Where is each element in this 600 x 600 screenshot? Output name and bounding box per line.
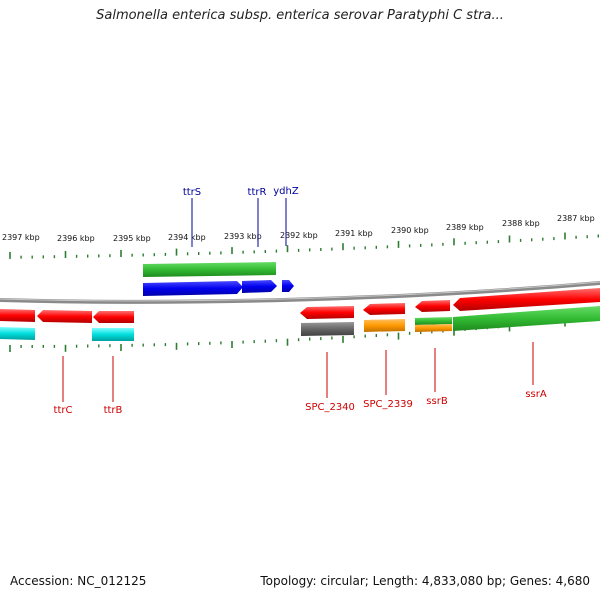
- genome-backbone: [0, 281, 600, 304]
- ruler-label: 2394 kbp: [168, 233, 206, 242]
- gene-feature-orange[interactable]: [364, 319, 405, 332]
- gene-arrow-ttrC[interactable]: [37, 310, 92, 323]
- gene-arrow-ttrB[interactable]: [93, 311, 134, 323]
- bottom-label-leaders: [62, 342, 534, 402]
- gene-label-ttrB[interactable]: ttrB: [104, 405, 123, 416]
- gene-arrow-ttrR[interactable]: [242, 280, 277, 293]
- gene-feature-cyan[interactable]: [92, 328, 134, 341]
- ruler-ticks-top: [9, 232, 599, 259]
- gene-feature-cyan[interactable]: [0, 327, 35, 340]
- ruler-label: 2387 kbp: [557, 214, 595, 223]
- gene-label-ydhZ[interactable]: ydhZ: [273, 186, 299, 197]
- gene-arrow-ssrA[interactable]: [453, 288, 600, 311]
- bottom-gene-labels: ttrC ttrB SPC_2340 SPC_2339 ssrB ssrA: [54, 389, 547, 416]
- gene-label-ssrA[interactable]: ssrA: [525, 389, 547, 400]
- gene-label-ttrS[interactable]: ttrS: [183, 187, 201, 198]
- gene-feature-orange[interactable]: [415, 324, 452, 332]
- ruler-labels: 2397 kbp 2396 kbp 2395 kbp 2394 kbp 2393…: [2, 214, 595, 243]
- ruler-label: 2393 kbp: [224, 232, 262, 241]
- gene-arrow-SPC_2339[interactable]: [363, 303, 405, 315]
- gene-feature-green[interactable]: [143, 262, 276, 277]
- gene-arrow-SPC_2340[interactable]: [300, 306, 354, 319]
- ruler-label: 2389 kbp: [446, 223, 484, 232]
- ruler-label: 2397 kbp: [2, 233, 40, 242]
- map-title: Salmonella enterica subsp. enterica sero…: [96, 8, 504, 23]
- ruler-label: 2392 kbp: [280, 231, 318, 240]
- ruler-label: 2396 kbp: [57, 234, 95, 243]
- accession-label: Accession: NC_012125: [10, 574, 147, 588]
- ruler-label: 2391 kbp: [335, 229, 373, 238]
- gene-feature-green[interactable]: [453, 306, 600, 331]
- gene-label-ssrB[interactable]: ssrB: [426, 396, 448, 407]
- gene-feature-green[interactable]: [415, 317, 452, 325]
- gene-arrow-ttrS[interactable]: [143, 281, 243, 296]
- gene-label-ttrR[interactable]: ttrR: [248, 187, 267, 198]
- gene-arrow-red[interactable]: [0, 309, 35, 322]
- gene-arrow-ydhZ[interactable]: [282, 280, 294, 292]
- top-gene-labels: ttrS ttrR ydhZ: [183, 186, 299, 198]
- top-label-leaders: [191, 198, 287, 247]
- gene-label-SPC_2340[interactable]: SPC_2340: [305, 402, 355, 413]
- genome-backbone-highlight: [0, 281, 600, 302]
- ruler-label: 2395 kbp: [113, 234, 151, 243]
- genome-summary: Topology: circular; Length: 4,833,080 bp…: [260, 574, 590, 588]
- ruler-label: 2390 kbp: [391, 226, 429, 235]
- gene-label-SPC_2339[interactable]: SPC_2339: [363, 399, 413, 410]
- ruler-label: 2388 kbp: [502, 219, 540, 228]
- gene-feature-gray[interactable]: [301, 322, 354, 336]
- gene-arrow-ssrB[interactable]: [415, 300, 450, 312]
- gene-label-ttrC[interactable]: ttrC: [54, 405, 73, 416]
